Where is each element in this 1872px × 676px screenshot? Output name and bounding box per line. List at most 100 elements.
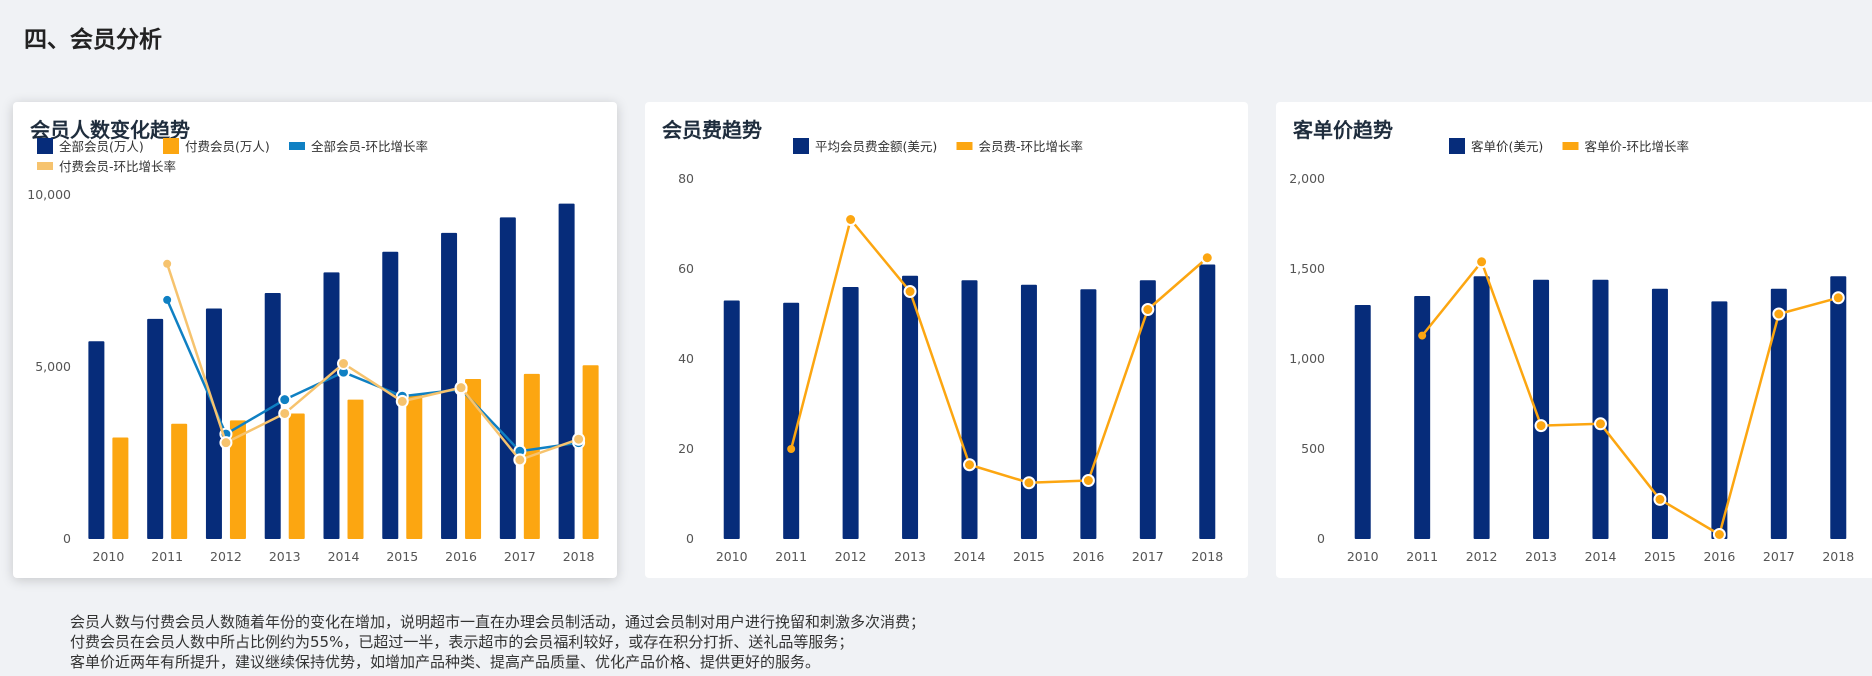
bar-付费会员(万人)-2011 — [171, 423, 188, 539]
series-line — [1421, 260, 1839, 536]
x-tick-label: 2015 — [1013, 549, 1045, 564]
line-point — [572, 432, 586, 446]
x-tick-label: 2016 — [1703, 549, 1735, 564]
x-tick-label: 2018 — [1822, 549, 1854, 564]
line-point — [1475, 255, 1489, 269]
x-tick-label: 2010 — [92, 549, 124, 564]
line-point — [1772, 307, 1786, 321]
y-tick-label: 2,000 — [1289, 171, 1325, 186]
bar-客单价(美元)-2010 — [1354, 305, 1371, 539]
average-order-value-chart: 客单价(美元) 客单价-环比增长率 0 500 1,000 1,500 2,000 2010 2… — [1289, 138, 1854, 564]
legend-label: 全部会员(万人) — [59, 139, 144, 154]
legend-swatch-0-0 — [37, 138, 53, 154]
page-title: 四、会员分析 — [24, 27, 162, 53]
bar-全部会员(万人)-2012 — [205, 308, 222, 539]
x-tick-label: 2012 — [835, 549, 867, 564]
membership-fee-panel: 会员费趋势 平均会员费金额(美元) 会员费-环比增长率 0 20 40 60 80 2010 2… — [645, 102, 1248, 578]
y-tick-label: 0 — [1317, 531, 1325, 546]
line-point — [1081, 474, 1095, 487]
bar-平均会员费金额(美元)-2016 — [1080, 289, 1097, 539]
legend-swatch-2-1 — [1562, 142, 1579, 150]
bar-客单价(美元)-2017 — [1770, 288, 1787, 539]
bar-客单价(美元)-2015 — [1651, 288, 1668, 539]
line-point — [337, 357, 350, 371]
members-trend-panel: 会员人数变化趋势 全部会员(万人) 付费会员(万人) 全部会员-环比增长率 付费会员-… — [13, 102, 617, 578]
line-point — [1712, 528, 1726, 541]
legend-label: 平均会员费金额(美元) — [815, 139, 937, 154]
legend-swatch-0-2 — [289, 142, 305, 150]
y-tick-label: 5,000 — [35, 359, 71, 374]
x-tick-label: 2010 — [1347, 549, 1379, 564]
legend-swatch-0-3 — [37, 162, 53, 170]
legend-label: 会员费-环比增长率 — [979, 139, 1084, 154]
line-point — [1594, 417, 1607, 431]
bar-客单价(美元)-2016 — [1711, 301, 1728, 539]
y-tick-label: 0 — [686, 531, 694, 546]
x-tick-label: 2010 — [716, 549, 748, 564]
y-tick-label: 40 — [678, 351, 694, 366]
x-tick-label: 2018 — [1191, 549, 1223, 564]
y-tick-label: 1,000 — [1289, 351, 1325, 366]
legend-label: 客单价-环比增长率 — [1585, 139, 1690, 154]
y-tick-label: 500 — [1301, 441, 1325, 456]
note-line-3: 客单价近两年有所提升，建议继续保持优势，如增加产品种类、提高产品质量、优化产品价… — [70, 653, 821, 671]
y-tick-label: 10,000 — [27, 187, 71, 202]
membership-fee-title: 会员费趋势 — [662, 118, 762, 142]
bar-平均会员费金额(美元)-2012 — [842, 287, 859, 539]
bar-客单价(美元)-2011 — [1414, 296, 1431, 539]
x-tick-label: 2013 — [269, 549, 301, 564]
legend-label: 付费会员(万人) — [185, 139, 270, 154]
legend-label: 付费会员-环比增长率 — [59, 159, 176, 174]
bar-平均会员费金额(美元)-2011 — [783, 302, 800, 539]
bar-全部会员(万人)-2018 — [558, 203, 575, 539]
line-point — [1653, 492, 1667, 506]
bar-客单价(美元)-2012 — [1473, 276, 1490, 539]
bar-全部会员(万人)-2013 — [264, 293, 281, 539]
legend-swatch-1-0 — [793, 138, 809, 154]
bar-付费会员(万人)-2014 — [347, 399, 364, 539]
line-point — [963, 458, 976, 472]
bar-平均会员费金额(美元)-2014 — [961, 280, 978, 539]
legend-label: 全部会员-环比增长率 — [311, 139, 428, 154]
line-point — [844, 213, 858, 226]
bar-平均会员费金额(美元)-2018 — [1199, 264, 1216, 539]
line-point — [278, 393, 292, 407]
y-tick-label: 1,500 — [1289, 261, 1325, 276]
line-point — [1534, 419, 1548, 433]
bar-付费会员(万人)-2010 — [112, 437, 129, 539]
line-point — [1831, 291, 1845, 305]
bar-全部会员(万人)-2017 — [499, 217, 516, 540]
x-tick-label: 2014 — [328, 549, 360, 564]
x-tick-label: 2017 — [1132, 549, 1164, 564]
average-order-value-panel: 客单价趋势 客单价(美元) 客单价-环比增长率 0 500 1,000 1,500 2,00… — [1276, 102, 1872, 578]
legend-swatch-2-0 — [1449, 138, 1465, 154]
line-point — [513, 453, 527, 467]
x-tick-label: 2017 — [504, 549, 536, 564]
line-point — [1141, 303, 1155, 316]
line-point — [1200, 251, 1214, 265]
bar-付费会员(万人)-2018 — [582, 365, 599, 539]
chart-legend: 平均会员费金额(美元) 会员费-环比增长率 — [793, 138, 1083, 154]
legend-swatch-1-1 — [956, 142, 973, 150]
y-tick-label: 80 — [678, 171, 694, 186]
x-tick-label: 2016 — [445, 549, 477, 564]
line-point — [219, 436, 233, 450]
bar-付费会员(万人)-2016 — [465, 379, 482, 539]
x-tick-label: 2013 — [1525, 549, 1557, 564]
bar-全部会员(万人)-2011 — [147, 318, 164, 539]
bar-平均会员费金额(美元)-2010 — [723, 300, 740, 539]
line-point — [903, 285, 917, 298]
bar-客单价(美元)-2014 — [1592, 279, 1609, 539]
x-tick-label: 2013 — [894, 549, 926, 564]
bar-客单价(美元)-2013 — [1533, 279, 1550, 539]
bar-付费会员(万人)-2013 — [288, 413, 305, 539]
x-tick-label: 2014 — [954, 549, 986, 564]
bar-全部会员(万人)-2016 — [441, 232, 458, 539]
series-line — [789, 218, 1209, 484]
x-tick-label: 2011 — [1406, 549, 1438, 564]
series-line — [166, 299, 579, 453]
line-point — [787, 445, 796, 453]
legend-label: 客单价(美元) — [1471, 139, 1543, 154]
x-tick-label: 2016 — [1072, 549, 1104, 564]
